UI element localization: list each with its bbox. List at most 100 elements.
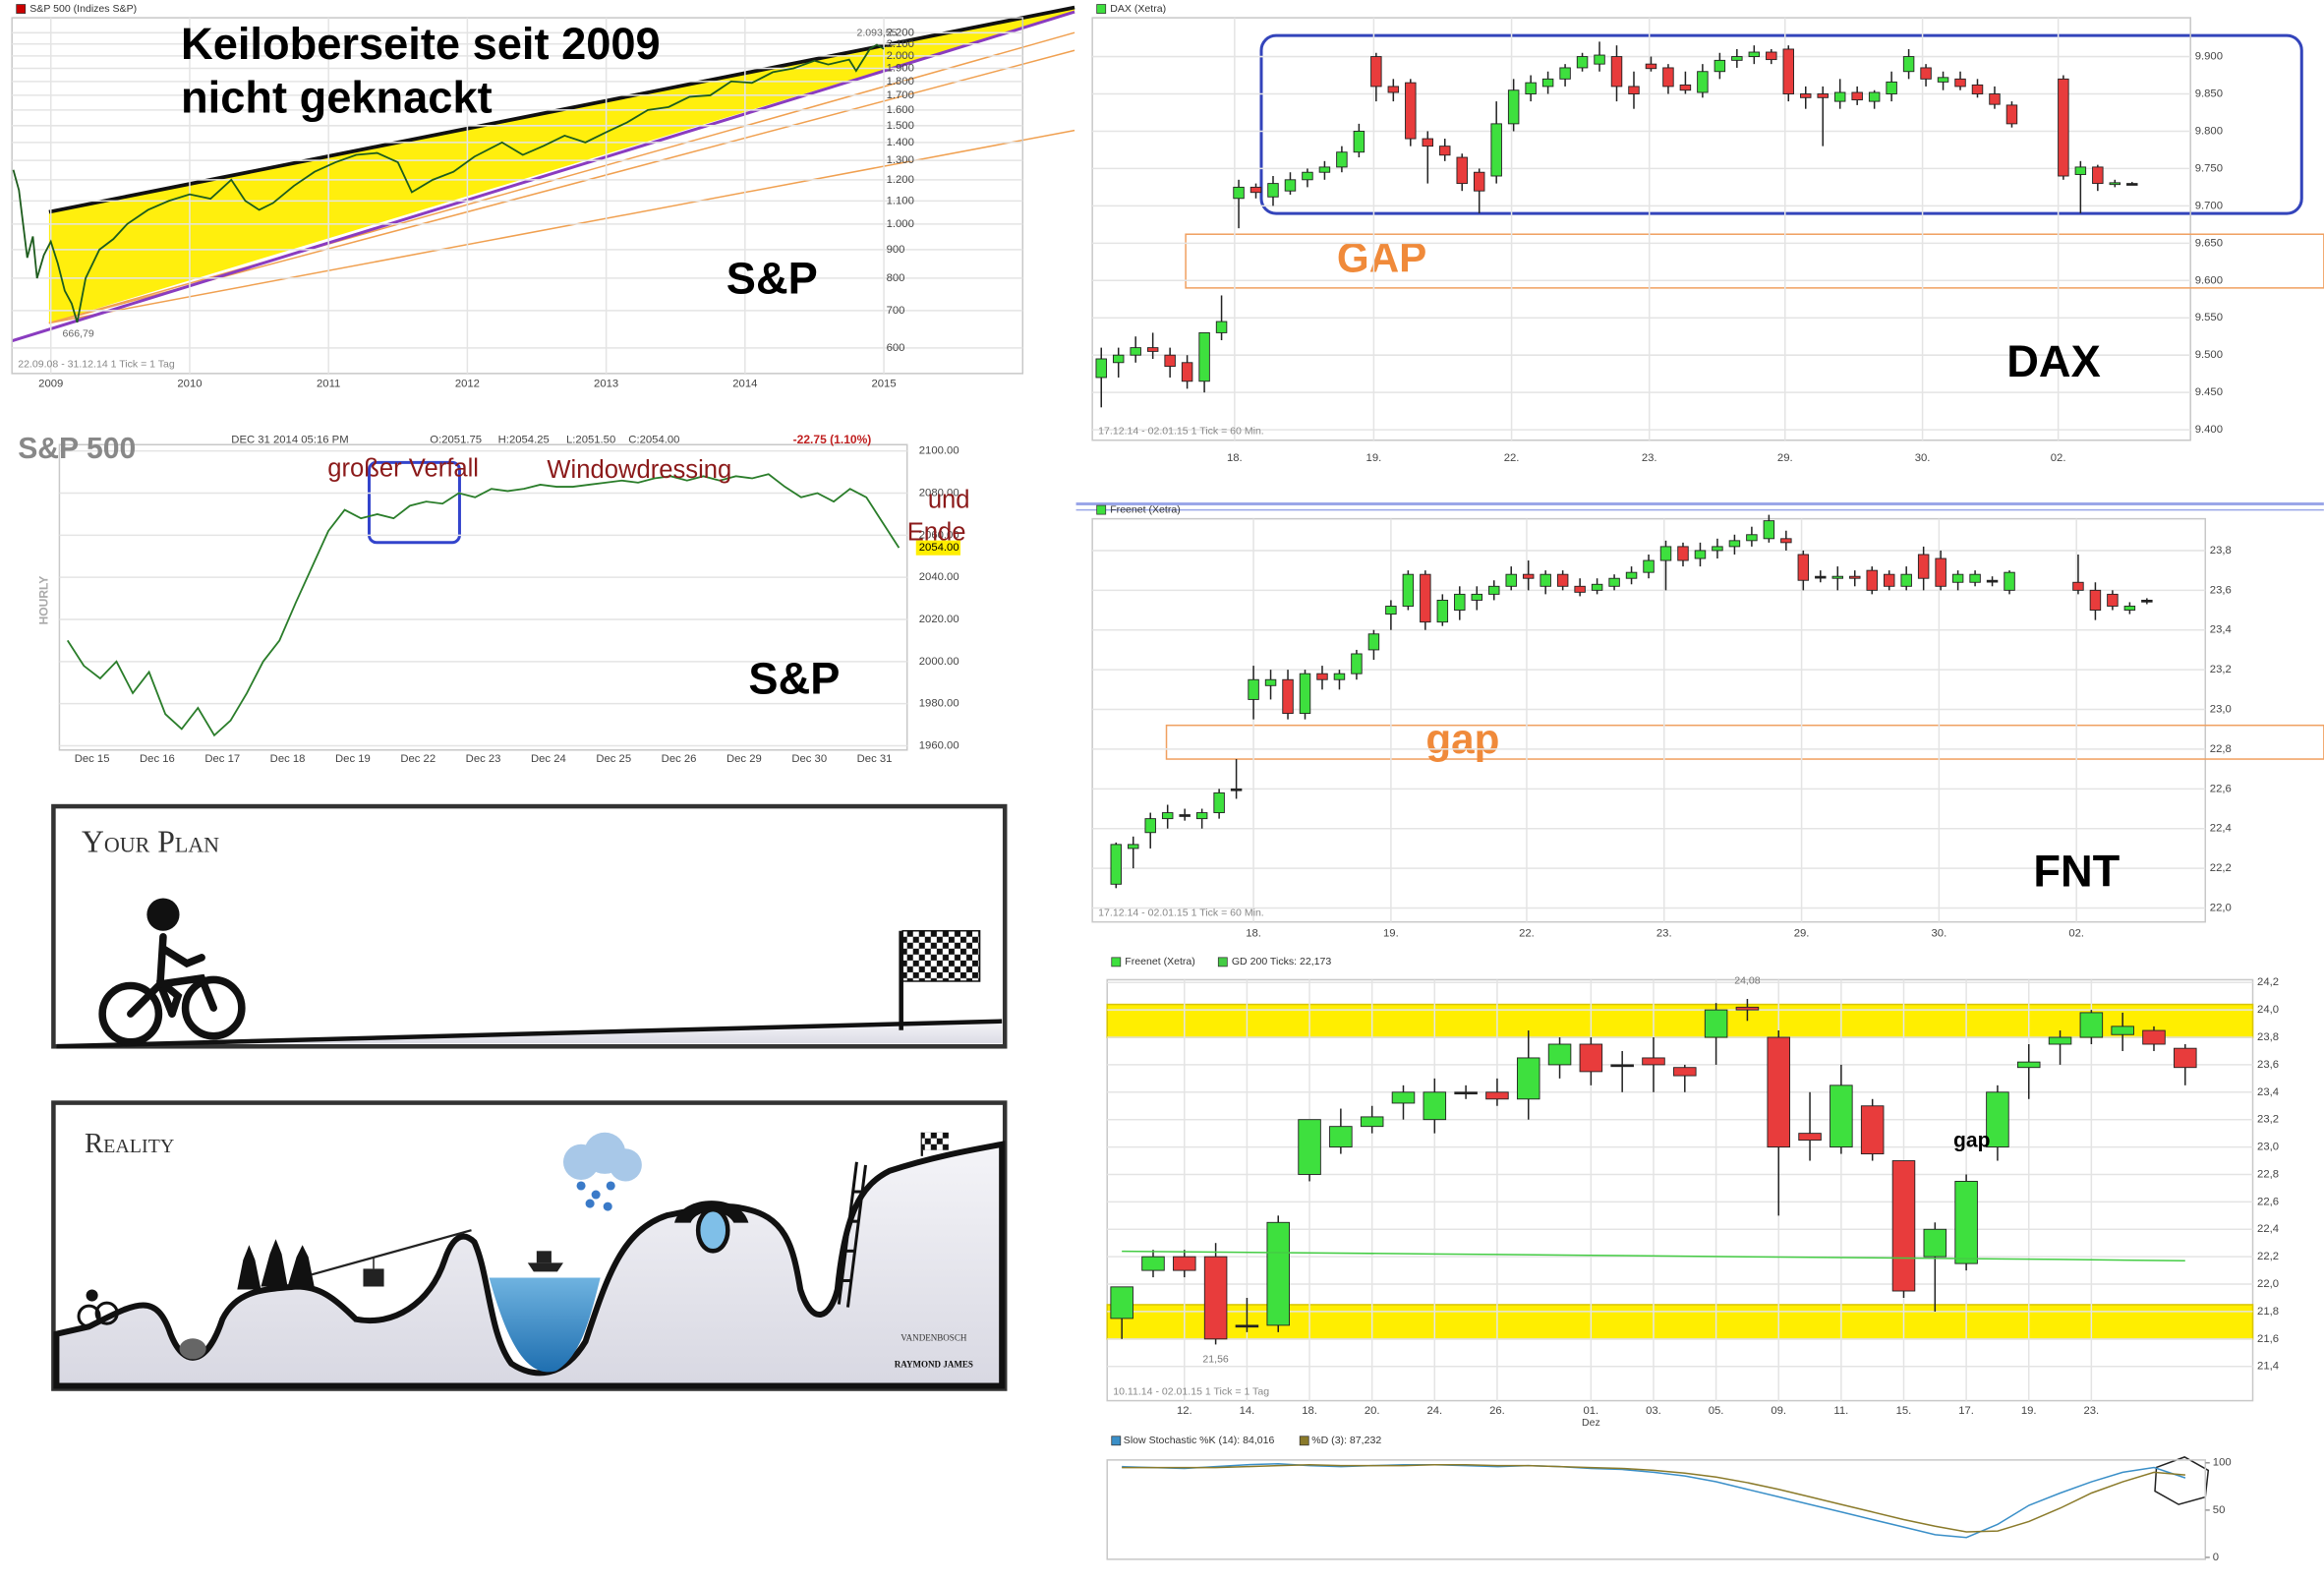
candle-body bbox=[1112, 354, 1125, 364]
candle-body bbox=[1248, 678, 1259, 700]
last-price-box bbox=[915, 540, 960, 556]
annotation: und bbox=[928, 486, 970, 513]
x-tick-label: Dec 31 bbox=[857, 753, 893, 765]
candle-body bbox=[1266, 1221, 1290, 1326]
candle-body bbox=[1891, 1160, 1916, 1292]
footer: 10.11.14 - 02.01.15 1 Tick = 1 Tag bbox=[1113, 1385, 1269, 1397]
candle-body bbox=[1144, 818, 1156, 834]
y-tick-label: 9.700 bbox=[2195, 200, 2223, 211]
range-box bbox=[1259, 33, 2303, 215]
big-label: S&P bbox=[726, 253, 818, 303]
line-series bbox=[1122, 1463, 2185, 1533]
y-tick-label: 23,8 bbox=[2210, 545, 2232, 557]
candle-body bbox=[1473, 171, 1485, 192]
candle-body bbox=[1782, 48, 1794, 94]
x-tick-label: 19. bbox=[1383, 928, 1399, 940]
candle-body bbox=[1746, 534, 1758, 542]
y-tick-label: 21,4 bbox=[2257, 1361, 2279, 1373]
candle-body bbox=[1714, 59, 1726, 73]
candle-body bbox=[1230, 788, 1243, 792]
candle-body bbox=[1095, 358, 1107, 379]
x-tick-label: 22. bbox=[1504, 452, 1520, 464]
y-tick-label: 50 bbox=[2213, 1504, 2226, 1516]
x-tick-label: 2015 bbox=[872, 378, 897, 389]
reality-title: Reality bbox=[85, 1128, 174, 1159]
candle-body bbox=[1516, 1057, 1540, 1100]
candle-body bbox=[1436, 599, 1449, 623]
ohlc-label: H:2054.25 bbox=[498, 435, 550, 446]
candle-body bbox=[1541, 78, 1554, 88]
candle-body bbox=[1971, 84, 1984, 94]
x-tick-label: 2011 bbox=[317, 378, 340, 389]
x-tick-label: 01. bbox=[1584, 1405, 1599, 1417]
candle-body bbox=[1110, 844, 1122, 885]
y-tick-label: 2100.00 bbox=[919, 445, 959, 457]
x-tick-label: 23. bbox=[2084, 1405, 2100, 1417]
candle-body bbox=[1471, 593, 1482, 601]
candle-body bbox=[1485, 1091, 1509, 1100]
y-tick-label: 1.600 bbox=[887, 104, 914, 116]
candle-body bbox=[1608, 577, 1620, 587]
y-tick-label: 22,6 bbox=[2257, 1196, 2279, 1207]
x-tick-label: 29. bbox=[1794, 928, 1810, 940]
candle-body bbox=[1439, 146, 1451, 156]
min-label: 21,56 bbox=[1202, 1353, 1229, 1365]
candle-body bbox=[1849, 575, 1861, 579]
x-tick-label: 2010 bbox=[177, 378, 202, 389]
candle-body bbox=[1556, 573, 1569, 587]
y-tick-label: 2.000 bbox=[887, 50, 914, 62]
y-tick-label: 22,8 bbox=[2210, 743, 2232, 755]
candle-body bbox=[1215, 321, 1228, 333]
candle-body bbox=[1989, 93, 2001, 105]
candle-body bbox=[1735, 1006, 1760, 1011]
footer: 17.12.14 - 02.01.15 1 Tick = 60 Min. bbox=[1098, 907, 1264, 918]
candle-body bbox=[1203, 1256, 1228, 1340]
y-tick-label: 23,4 bbox=[2210, 624, 2232, 636]
candle-body bbox=[1642, 1057, 1665, 1066]
candle-body bbox=[2092, 166, 2104, 185]
candle-body bbox=[2111, 1026, 2134, 1035]
x-tick-label: Dec 17 bbox=[204, 753, 240, 765]
legend-swatch bbox=[1299, 1436, 1309, 1446]
x-tick-label: Dec 24 bbox=[531, 753, 566, 765]
candle-body bbox=[1579, 1043, 1603, 1073]
x-tick-label: 15. bbox=[1896, 1405, 1912, 1417]
y-tick-label: 9.650 bbox=[2195, 237, 2223, 249]
candle-body bbox=[1833, 91, 1846, 102]
y-tick-label: 2020.00 bbox=[919, 614, 959, 625]
candle-body bbox=[1917, 554, 1930, 579]
candle-body bbox=[1659, 546, 1672, 561]
candle-body bbox=[1387, 86, 1400, 93]
candle-body bbox=[1391, 1091, 1416, 1104]
x-tick-label: 18. bbox=[1227, 452, 1243, 464]
y-tick-label: 9.500 bbox=[2195, 349, 2223, 361]
y-tick-label: 9.900 bbox=[2195, 51, 2223, 63]
hexagon-marker bbox=[2154, 1456, 2210, 1505]
x-tick-label: 02. bbox=[2068, 928, 2084, 940]
y-tick-label: 2060.00 bbox=[919, 529, 959, 541]
max-label: 24,08 bbox=[1734, 975, 1761, 987]
candle-body bbox=[1610, 1064, 1634, 1068]
candle-body bbox=[1831, 575, 1844, 579]
candle-body bbox=[1591, 583, 1603, 591]
candle-body bbox=[1507, 89, 1520, 125]
candle-body bbox=[1797, 554, 1810, 581]
x-tick-label: 19. bbox=[1366, 452, 1382, 464]
credit: VANDENBOSCH bbox=[901, 1332, 967, 1342]
moving-average bbox=[1122, 1250, 2185, 1262]
x-tick-label: Dec 29 bbox=[726, 753, 762, 765]
candle-body bbox=[1986, 579, 1999, 583]
candle-body bbox=[2109, 182, 2121, 186]
candle-body bbox=[1574, 585, 1586, 593]
candle-body bbox=[1547, 1043, 1572, 1066]
y-tick-label: 22,8 bbox=[2257, 1168, 2279, 1180]
candle-body bbox=[1920, 67, 1932, 80]
candle-body bbox=[2004, 571, 2015, 591]
candle-body bbox=[1505, 573, 1517, 587]
chart-title: S&P 500 (Indizes S&P) bbox=[29, 3, 137, 15]
annotation: Windowdressing bbox=[547, 456, 731, 484]
y-tick-label: 900 bbox=[887, 244, 905, 256]
plot-frame bbox=[1106, 978, 2254, 1402]
candle-body bbox=[1851, 91, 1863, 101]
zone bbox=[1106, 1304, 2254, 1340]
